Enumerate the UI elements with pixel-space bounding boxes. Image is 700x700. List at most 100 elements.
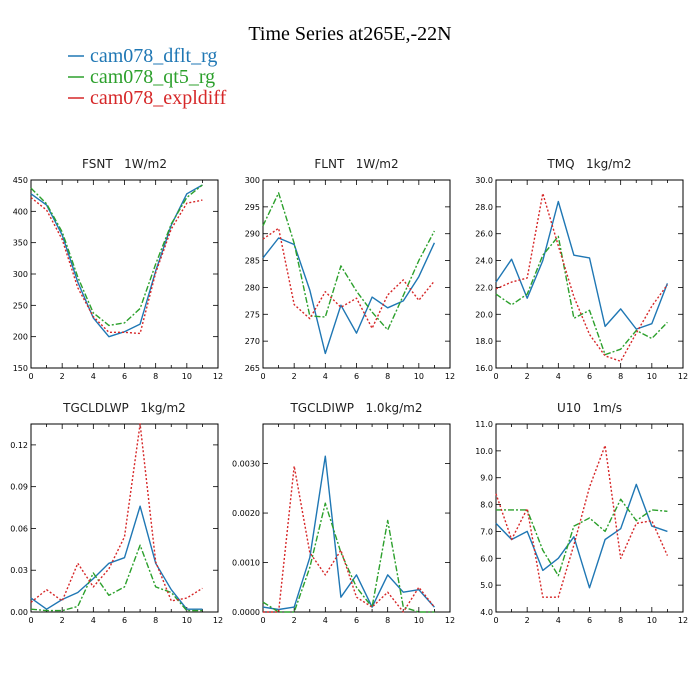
y-tick-label: 9.0 (480, 474, 493, 483)
x-tick-label: 8 (618, 372, 623, 381)
y-tick-label: 10.0 (475, 447, 493, 456)
y-tick-label: 0.12 (10, 441, 28, 450)
series-line-expl (262, 227, 435, 329)
y-tick-label: 0.0020 (232, 509, 260, 518)
legend-label-dflt: cam078_dflt_rg (90, 45, 217, 67)
panels: FSNT 1W/m20 2 4 6 8 10 12150200250300350400450… (10, 157, 688, 625)
x-tick-label: 6 (122, 372, 127, 381)
x-tick-label: 10 (414, 372, 424, 381)
panel-fsnt: FSNT 1W/m2 0 2 4 6 8 10 12 150 200 250 300 350 400 450 (13, 157, 223, 381)
x-tick-label: 6 (587, 372, 592, 381)
y-tick-label: 6.0 (480, 554, 493, 563)
figure-title: Time Series at265E,-22N (248, 23, 451, 45)
series-line-dflt (30, 505, 203, 610)
x-tick-label: 10 (647, 616, 657, 625)
x-tick-label: 4 (91, 372, 96, 381)
series-line-expl (30, 423, 203, 603)
x-tick-label: 0 (28, 372, 33, 381)
y-tick-label: 11.0 (475, 420, 493, 429)
x-tick-label: 10 (647, 372, 657, 381)
y-tick-label: 0.0010 (232, 559, 260, 568)
y-tick-label: 5.0 (480, 581, 493, 590)
x-tick-label: 6 (354, 372, 359, 381)
series-line-expl (30, 196, 203, 335)
x-tick-label: 8 (153, 616, 158, 625)
series-line-dflt (262, 237, 436, 355)
x-tick-label: 12 (678, 372, 688, 381)
series-line-qt5 (262, 502, 435, 613)
x-tick-label: 6 (587, 616, 592, 625)
x-tick-label: 8 (618, 616, 623, 625)
x-tick-label: 0 (260, 372, 265, 381)
series-line-expl (495, 192, 668, 362)
x-tick-label: 4 (91, 616, 96, 625)
y-tick-label: 450 (13, 176, 28, 185)
legend-label-qt5: cam078_qt5_rg (90, 66, 215, 88)
series-line-dflt (495, 483, 668, 589)
y-tick-label: 0.09 (10, 483, 28, 492)
y-tick-label: 200 (13, 333, 28, 342)
x-tick-label: 4 (556, 616, 561, 625)
y-tick-label: 30.0 (475, 176, 493, 185)
panel-title: TGCLDIWP 1.0kg/m2 (289, 401, 422, 415)
y-tick-label: 22.0 (475, 283, 493, 292)
y-tick-label: 0.0030 (232, 460, 260, 469)
x-tick-label: 8 (385, 616, 390, 625)
x-tick-label: 10 (182, 372, 192, 381)
x-tick-label: 0 (493, 616, 498, 625)
y-tick-label: 7.0 (480, 527, 493, 536)
panel-tgcldlwp: TGCLDLWP 1kg/m2 0 2 4 6 8 10 12 0.00 0.03 0.06 0.09… (10, 401, 223, 625)
series-line-expl (263, 465, 435, 613)
x-tick-label: 0 (28, 616, 33, 625)
x-tick-label: 2 (60, 616, 65, 625)
y-tick-label: 0.00 (10, 608, 28, 617)
x-tick-label: 12 (213, 372, 223, 381)
y-tick-label: 0.06 (10, 524, 28, 533)
series-line-qt5 (30, 544, 203, 612)
panel-title: TGCLDLWP 1kg/m2 (62, 401, 186, 415)
series-line-qt5 (30, 184, 203, 327)
series-line-expl (495, 444, 669, 598)
series-line-qt5 (496, 498, 668, 577)
x-tick-label: 2 (292, 616, 297, 625)
y-tick-label: 300 (245, 176, 260, 185)
y-tick-label: 18.0 (475, 337, 493, 346)
x-tick-label: 2 (292, 372, 297, 381)
x-tick-label: 4 (323, 372, 328, 381)
legend: cam078_dflt_rgcam078_qt5_rgcam078_expldi… (68, 45, 227, 109)
series-line-dflt (262, 455, 435, 611)
y-tick-label: 285 (245, 257, 260, 266)
panel-title: TMQ 1kg/m2 (546, 157, 631, 171)
x-tick-label: 2 (60, 372, 65, 381)
legend-label-expl: cam078_expldiff (90, 87, 227, 109)
y-tick-label: 28.0 (475, 203, 493, 212)
y-tick-label: 400 (13, 207, 28, 216)
x-tick-label: 2 (525, 616, 530, 625)
panel-tmq: TMQ 1kg/m2 0 2 4 6 8 10 12 16.0 18.0 20.0 22.0 24.0 2… (475, 157, 688, 381)
x-tick-label: 10 (182, 616, 192, 625)
x-tick-label: 8 (153, 372, 158, 381)
y-tick-label: 270 (245, 337, 260, 346)
y-tick-label: 300 (13, 270, 28, 279)
x-tick-label: 12 (445, 372, 455, 381)
series-line-qt5 (495, 235, 668, 356)
y-tick-label: 290 (245, 230, 260, 239)
x-tick-label: 4 (556, 372, 561, 381)
panel-flnt: FLNT 1W/m2 0 2 4 6 8 10 12 265 270 275 280 285 290 295… (245, 157, 455, 381)
x-tick-label: 0 (260, 616, 265, 625)
panel-title: FSNT 1W/m2 (82, 157, 167, 171)
y-tick-label: 0.03 (10, 566, 28, 575)
y-tick-label: 4.0 (480, 608, 493, 617)
x-tick-label: 12 (445, 616, 455, 625)
x-tick-label: 12 (213, 616, 223, 625)
panel-title: FLNT 1W/m2 (314, 157, 398, 171)
x-tick-label: 4 (323, 616, 328, 625)
y-tick-label: 150 (13, 364, 28, 373)
y-tick-label: 20.0 (475, 310, 493, 319)
x-tick-label: 0 (493, 372, 498, 381)
x-tick-label: 10 (414, 616, 424, 625)
y-tick-label: 350 (13, 239, 28, 248)
y-tick-label: 275 (245, 310, 260, 319)
panel-title: U10 1m/s (557, 401, 622, 415)
